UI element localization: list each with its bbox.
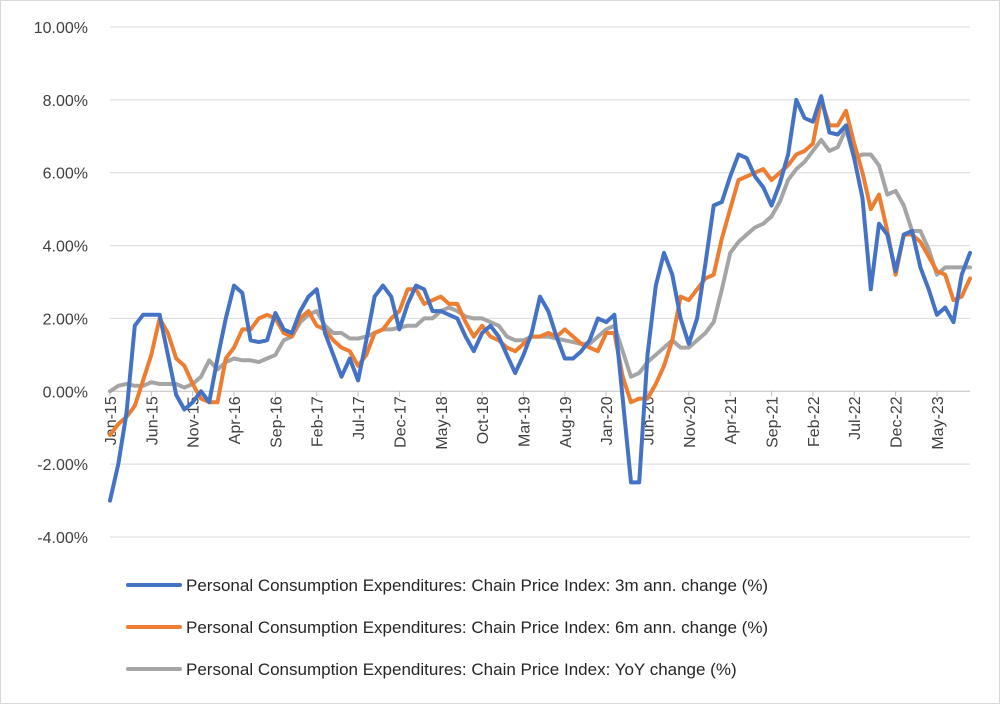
y-tick-label: 6.00% (43, 166, 88, 183)
y-tick-label: 2.00% (43, 311, 88, 328)
y-tick-label: 8.00% (43, 93, 88, 110)
x-tick-label: Feb-22 (806, 396, 823, 447)
x-tick-label: Feb-17 (310, 396, 327, 447)
x-tick-label: Nov-20 (682, 396, 699, 448)
x-tick-label: Jan-20 (599, 396, 616, 445)
legend-label: Personal Consumption Expenditures: Chain… (186, 660, 737, 679)
x-tick-label: Apr-21 (723, 396, 740, 444)
x-tick-label: May-23 (930, 396, 947, 449)
y-tick-label: -2.00% (37, 457, 88, 474)
x-tick-label: Sep-21 (765, 396, 782, 448)
x-tick-label: Apr-16 (227, 396, 244, 444)
x-tick-label: Dec-17 (392, 396, 409, 448)
series-lines (108, 94, 972, 503)
x-tick-label: Nov-15 (186, 396, 203, 448)
y-tick-label: -4.00% (37, 530, 88, 547)
x-tick-label: Oct-18 (475, 396, 492, 444)
x-tick-label: Jun-15 (144, 396, 161, 445)
legend-label: Personal Consumption Expenditures: Chain… (186, 618, 768, 637)
x-tick-label: Jul-17 (351, 396, 368, 440)
y-tick-label: 10.00% (34, 20, 88, 37)
y-axis-tick-labels: -4.00% -2.00% 0.00% 2.00% 4.00% 6.00% 8.00% 10.… (34, 20, 88, 547)
legend-label: Personal Consumption Expenditures: Chain… (186, 576, 768, 595)
series-line-1 (108, 94, 972, 503)
x-axis-tick-labels: Jan-15 Jun-15 Nov-15 Apr-16 Sep-16 Feb-17 Jul-… (103, 391, 947, 450)
x-tick-label: Dec-22 (889, 396, 906, 448)
x-tick-label: Jan-15 (103, 396, 120, 445)
x-tick-label: Mar-19 (516, 396, 533, 447)
x-tick-label: Jul-22 (847, 396, 864, 440)
x-tick-label: Sep-16 (268, 396, 285, 448)
x-tick-label: May-18 (434, 396, 451, 449)
series-line-2 (108, 97, 972, 437)
y-tick-label: 0.00% (43, 384, 88, 401)
y-tick-label: 4.00% (43, 239, 88, 256)
legend: Personal Consumption Expenditures: Chain… (126, 576, 768, 679)
x-tick-label: Aug-19 (558, 396, 575, 448)
series-line-3 (108, 127, 972, 394)
gridlines (110, 26, 970, 538)
